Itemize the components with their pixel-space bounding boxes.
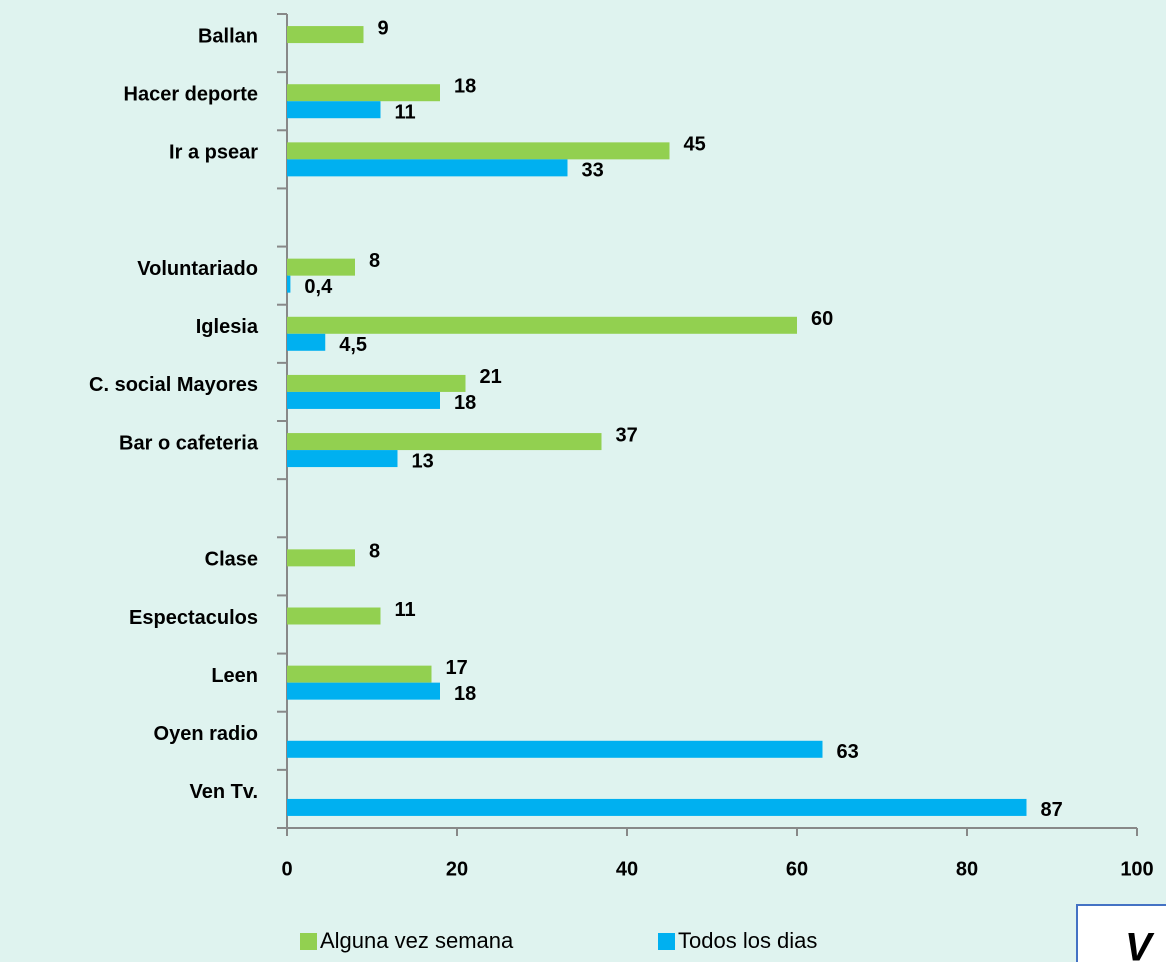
bar	[287, 316, 797, 334]
x-tick-label: 60	[786, 858, 808, 880]
x-tick-label: 40	[616, 858, 638, 880]
bar	[287, 740, 823, 758]
legend-label: Alguna vez semana	[320, 928, 514, 953]
bar	[287, 258, 355, 276]
value-label: 13	[412, 450, 434, 472]
value-label: 4,5	[339, 334, 367, 356]
value-label: 21	[480, 366, 502, 388]
bar	[287, 374, 466, 392]
value-label: 33	[582, 160, 604, 182]
bar	[287, 391, 440, 409]
value-label: 11	[395, 599, 416, 621]
bar	[287, 101, 381, 119]
value-label: 8	[369, 541, 380, 563]
bar	[287, 333, 326, 351]
bar	[287, 549, 355, 567]
bar	[287, 26, 364, 44]
value-label: 17	[446, 657, 468, 679]
value-label: 0,4	[304, 276, 333, 298]
category-label: Ven Tv.	[189, 781, 258, 803]
value-label: 18	[454, 75, 476, 97]
category-label: Clase	[205, 549, 258, 571]
x-tick-label: 20	[446, 858, 468, 880]
bar	[287, 159, 568, 177]
category-label: Ballan	[198, 25, 258, 47]
category-label: Espectaculos	[129, 607, 258, 629]
annotation-box	[1076, 904, 1166, 962]
legend-label: Todos los dias	[678, 928, 817, 953]
x-tick-label: 0	[281, 858, 292, 880]
category-label: Ir a psear	[169, 142, 258, 164]
bar	[287, 450, 398, 468]
value-label: 45	[684, 134, 706, 156]
value-label: 63	[837, 741, 859, 763]
category-label: Bar o cafeteria	[119, 432, 259, 454]
x-tick-label: 100	[1120, 858, 1153, 880]
category-label: Voluntariado	[137, 258, 258, 280]
bar	[287, 433, 602, 451]
bar	[287, 665, 432, 683]
bar	[287, 275, 291, 293]
value-label: 37	[616, 424, 638, 446]
value-label: 9	[378, 17, 389, 39]
value-label: 60	[811, 308, 833, 330]
category-label: Hacer deporte	[124, 83, 259, 105]
bar	[287, 682, 440, 700]
annotation: V	[1125, 926, 1155, 962]
bar	[287, 84, 440, 102]
value-label: 11	[395, 101, 416, 123]
legend-swatch	[300, 933, 317, 950]
category-label: Iglesia	[196, 316, 259, 338]
bar	[287, 607, 381, 625]
value-label: 18	[454, 392, 476, 414]
legend-swatch	[658, 933, 675, 950]
value-label: 8	[369, 250, 380, 272]
category-label: Oyen radio	[154, 723, 258, 745]
category-label: Leen	[211, 665, 258, 687]
x-tick-label: 80	[956, 858, 978, 880]
value-label: 87	[1041, 799, 1063, 821]
bar	[287, 798, 1027, 816]
value-label: 18	[454, 683, 476, 705]
category-label: C. social Mayores	[89, 374, 258, 396]
bar	[287, 142, 670, 160]
